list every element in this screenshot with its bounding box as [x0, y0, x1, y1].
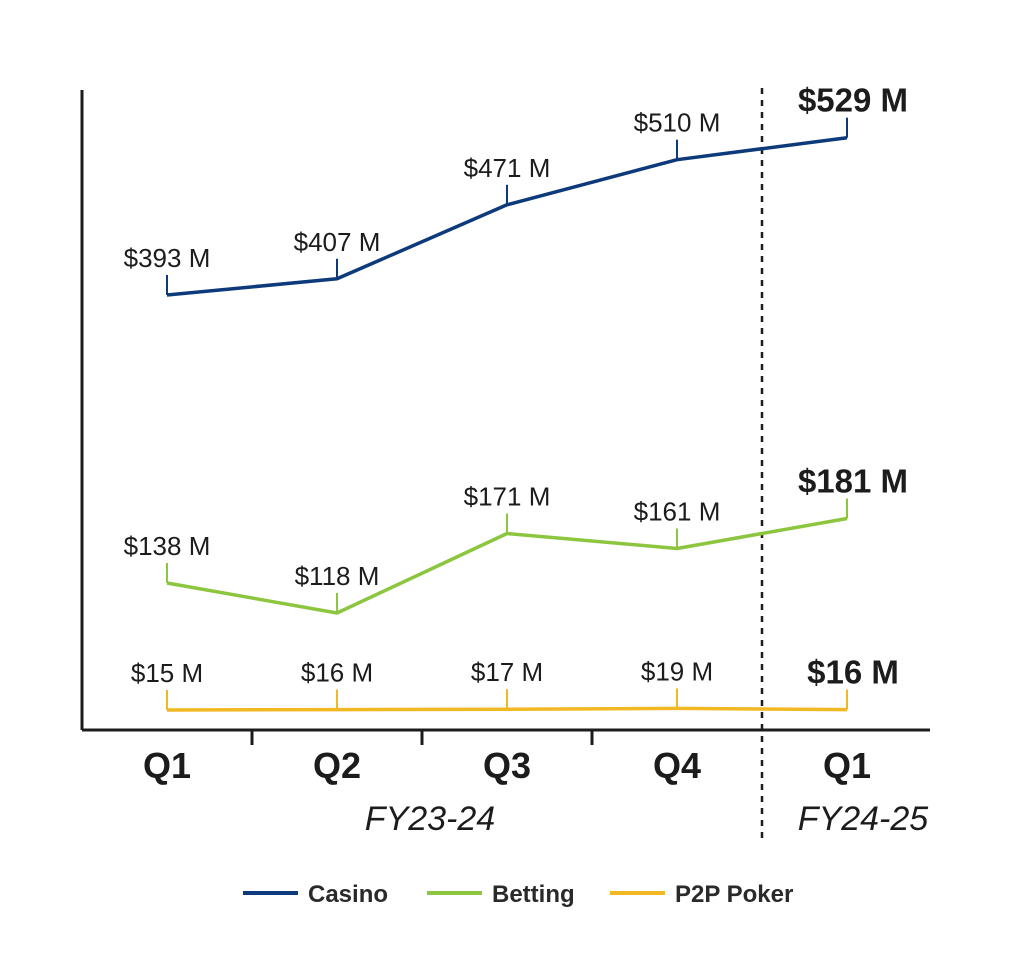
period-label: FY24-25	[798, 800, 928, 838]
x-tick-label: Q1	[143, 745, 191, 786]
data-label: $16 M	[807, 654, 899, 691]
data-label: $161 M	[634, 497, 721, 527]
data-label: $138 M	[124, 531, 211, 561]
data-label: $15 M	[131, 658, 203, 688]
data-label: $17 M	[471, 657, 543, 687]
legend-item: Betting	[427, 881, 575, 908]
data-label: $19 M	[641, 656, 713, 686]
data-label: $118 M	[295, 561, 380, 591]
data-label: $181 M	[798, 463, 908, 500]
series-betting: $138 M $118 M $171 M $161 M $181 M	[124, 463, 908, 615]
legend: Casino Betting P2P Poker	[243, 881, 793, 908]
data-label: $510 M	[634, 108, 721, 138]
period-label: FY23-24	[365, 800, 495, 838]
x-tick-label: Q3	[483, 745, 531, 786]
legend-label: Betting	[492, 881, 575, 908]
plot-area: Q1 Q2 Q3 Q4 Q1 FY23-24 FY24-25 $393 M $407 M $471…	[80, 82, 930, 842]
legend-label: Casino	[308, 881, 388, 908]
series-casino: $393 M $407 M $471 M $510 M $529 M	[124, 82, 908, 297]
data-label: $471 M	[464, 153, 551, 183]
data-label: $407 M	[294, 227, 381, 257]
legend-item: Casino	[243, 881, 388, 908]
x-tick-label: Q4	[653, 745, 701, 786]
data-label: $16 M	[301, 658, 373, 688]
data-label: $171 M	[464, 482, 551, 512]
legend-item: P2P Poker	[610, 881, 793, 908]
x-tick-label: Q1	[823, 745, 871, 786]
legend-label: P2P Poker	[675, 881, 793, 908]
data-label: $393 M	[124, 243, 211, 273]
x-tick-label: Q2	[313, 745, 361, 786]
series-p2p-poker: $15 M $16 M $17 M $19 M $16 M	[131, 654, 899, 712]
data-label: $529 M	[798, 82, 908, 119]
